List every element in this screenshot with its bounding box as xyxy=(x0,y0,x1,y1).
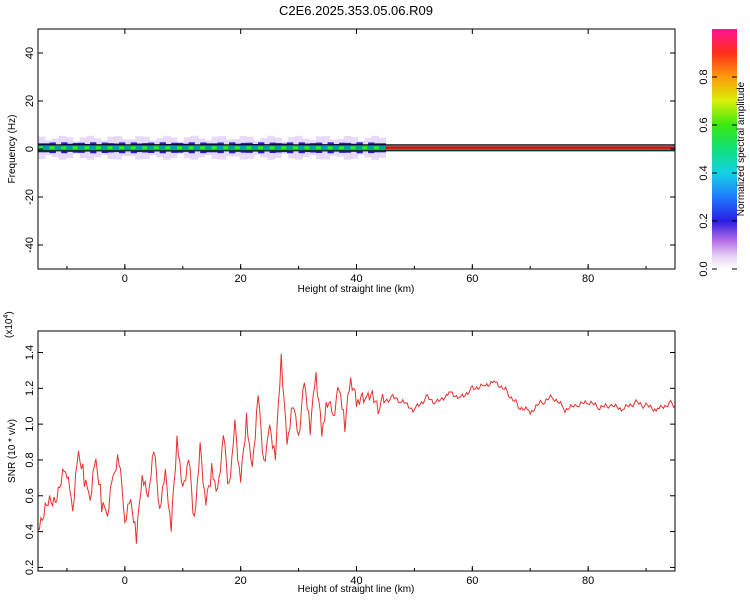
band-peak xyxy=(153,146,159,150)
x-tick-label: 40 xyxy=(350,273,362,285)
band-peak xyxy=(350,146,356,150)
spectrogram-xlabel: Height of straight line (km) xyxy=(298,284,415,295)
colorbar-ticks: 0.0 0.2 0.4 0.6 0.8 xyxy=(698,69,737,277)
colorbar-label: Normalized spectral amplitude xyxy=(736,81,747,216)
y-tick-label: 0 xyxy=(24,146,36,152)
colorbar: 0.0 0.2 0.4 0.6 0.8 Normalized spectral ampl… xyxy=(698,29,747,277)
band-peak xyxy=(49,146,55,150)
y-tick-label: 0.8 xyxy=(24,452,36,467)
snr-series-line xyxy=(38,353,675,544)
spectrogram-band xyxy=(38,135,675,160)
x-tick-label: 80 xyxy=(582,273,594,285)
y-tick-label: 1.0 xyxy=(24,416,36,431)
band-peak xyxy=(176,146,182,150)
band-peak xyxy=(130,146,136,150)
snr-scale-text: (x10 xyxy=(4,318,15,338)
colorbar-tick-label: 0.8 xyxy=(698,69,710,84)
chart-title: C2E6.2025.353.05.06.R09 xyxy=(279,3,433,18)
snr-ylabel: SNR (10 * v/v) xyxy=(7,419,18,483)
colorbar-gradient xyxy=(712,29,737,269)
band-peak xyxy=(223,146,229,150)
band-peak xyxy=(315,146,321,150)
colorbar-tick-label: 0.6 xyxy=(698,117,710,132)
spectrogram-ticks: 0 20 40 60 80 -40 -20 0 20 40 xyxy=(24,29,675,285)
spectrogram-ylabel: Frequency (Hz) xyxy=(7,115,18,184)
y-tick-label: 0.4 xyxy=(24,524,36,539)
band-peak xyxy=(84,146,90,150)
x-tick-label: 0 xyxy=(122,575,128,587)
spectrogram-panel: 0 20 40 60 80 -40 -20 0 20 40 Height of straight … xyxy=(7,28,676,295)
x-tick-label: 40 xyxy=(350,575,362,587)
x-tick-label: 20 xyxy=(235,273,247,285)
band-peak xyxy=(200,146,206,150)
colorbar-tick-label: 0.4 xyxy=(698,165,710,180)
band-peak xyxy=(292,146,298,150)
snr-ticks: 0 20 40 60 80 0.2 0.4 0.6 0.8 1.0 1.2 1.4 xyxy=(24,331,675,587)
band-peak xyxy=(107,146,113,150)
band-peak xyxy=(211,146,217,150)
snr-plot-area xyxy=(38,331,675,571)
x-tick-label: 0 xyxy=(122,273,128,285)
y-tick-label: 20 xyxy=(24,95,36,107)
x-tick-label: 60 xyxy=(466,575,478,587)
band-peak xyxy=(258,146,264,150)
snr-scale-exp: 4 xyxy=(3,315,10,319)
band-peak xyxy=(281,146,287,150)
band-peak xyxy=(119,146,125,150)
y-tick-label: 0.2 xyxy=(24,560,36,575)
x-tick-label: 60 xyxy=(466,273,478,285)
band-peak xyxy=(95,146,101,150)
band-core xyxy=(38,144,675,152)
y-tick-label: -40 xyxy=(24,237,36,253)
snr-xlabel: Height of straight line (km) xyxy=(298,584,415,595)
band-peak xyxy=(142,146,148,150)
band-peak xyxy=(38,146,43,150)
y-tick-label: 1.2 xyxy=(24,381,36,396)
band-peak xyxy=(234,146,240,150)
band-peak xyxy=(72,146,78,150)
band-peak xyxy=(304,146,310,150)
snr-panel: 0 20 40 60 80 0.2 0.4 0.6 0.8 1.0 1.2 1.4 (x104) He… xyxy=(3,311,676,595)
x-tick-label: 80 xyxy=(582,575,594,587)
y-tick-label: 40 xyxy=(24,47,36,59)
colorbar-tick-label: 0.0 xyxy=(698,261,710,276)
band-peak xyxy=(339,146,345,150)
band-peak xyxy=(165,146,171,150)
band-peak xyxy=(373,146,379,150)
colorbar-tick-label: 0.2 xyxy=(698,213,710,228)
band-peak xyxy=(269,146,275,150)
band-peak xyxy=(61,146,67,150)
x-tick-label: 20 xyxy=(235,575,247,587)
band-peak-line xyxy=(385,146,675,149)
band-peak xyxy=(362,146,368,150)
snr-scale-label: (x104) xyxy=(3,311,15,338)
band-peak xyxy=(188,146,194,150)
y-tick-label: 0.6 xyxy=(24,488,36,503)
y-tick-label: -20 xyxy=(24,189,36,205)
y-tick-label: 1.4 xyxy=(24,345,36,360)
band-peak xyxy=(327,146,333,150)
band-peak xyxy=(246,146,252,150)
